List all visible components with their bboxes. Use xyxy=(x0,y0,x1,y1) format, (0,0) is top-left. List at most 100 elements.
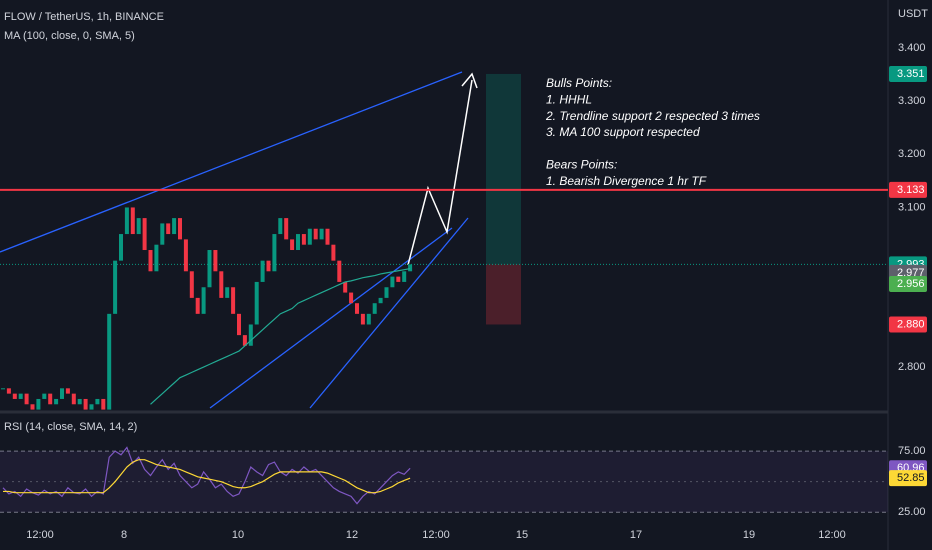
price-tag xyxy=(889,316,927,333)
candle xyxy=(355,303,359,314)
y-tick-label: 3.400 xyxy=(898,42,926,54)
candle xyxy=(77,398,82,405)
candle xyxy=(36,398,41,410)
price-tag xyxy=(889,181,927,198)
candle xyxy=(349,292,354,304)
candle xyxy=(360,313,365,325)
currency-label: USDT xyxy=(898,8,928,20)
x-tick-label: 17 xyxy=(630,529,642,541)
x-tick-label: 12:00 xyxy=(26,529,54,541)
candle xyxy=(396,276,401,282)
price-tag xyxy=(889,65,927,82)
candle xyxy=(178,218,182,240)
rsi-line xyxy=(2,446,411,505)
rsi-tick-label: 25.00 xyxy=(898,506,926,518)
candle xyxy=(254,281,259,325)
candle xyxy=(337,260,342,282)
position-loss xyxy=(486,264,521,325)
candle xyxy=(343,281,348,293)
candle xyxy=(183,239,188,272)
candle xyxy=(89,404,94,410)
candle xyxy=(290,239,295,251)
candle xyxy=(42,393,47,399)
candle xyxy=(166,223,171,235)
y-tick-label: 3.300 xyxy=(898,95,926,107)
indicator-title: MA (100, close, 0, SMA, 5) xyxy=(4,30,135,42)
candle xyxy=(54,398,59,405)
y-tick-label: 2.800 xyxy=(898,361,926,373)
arrow-head xyxy=(461,72,478,89)
candle xyxy=(136,218,141,235)
candle xyxy=(408,264,413,272)
price-tag-label: 2.956 xyxy=(897,278,925,290)
candle xyxy=(189,271,194,298)
candle xyxy=(278,218,283,235)
price-tag-label: 2.977 xyxy=(897,267,925,279)
price-tag xyxy=(889,276,927,293)
candle xyxy=(284,218,289,240)
candle xyxy=(260,260,265,282)
candle xyxy=(101,398,106,410)
candle xyxy=(130,207,135,235)
candle xyxy=(402,271,407,282)
x-tick-label: 19 xyxy=(743,529,755,541)
projection-arrow xyxy=(407,79,473,266)
x-tick-label: 10 xyxy=(232,529,244,541)
price-tag-label: 3.133 xyxy=(897,184,925,196)
candle xyxy=(12,393,17,399)
candle xyxy=(18,393,23,399)
candle xyxy=(242,335,247,346)
candle xyxy=(248,324,253,346)
y-tick-label: 3.100 xyxy=(898,201,926,213)
trendline xyxy=(209,227,453,409)
candle xyxy=(225,287,230,298)
candle xyxy=(384,287,389,298)
candle xyxy=(219,271,224,298)
candle xyxy=(24,393,29,405)
candle xyxy=(48,393,53,405)
candle xyxy=(266,260,271,272)
x-tick-label: 12:00 xyxy=(818,529,846,541)
candle xyxy=(378,297,383,304)
rsi-tick-label: 75.00 xyxy=(898,445,926,457)
ma-line xyxy=(150,268,411,405)
candle xyxy=(231,287,236,314)
candle xyxy=(313,228,318,240)
candle xyxy=(160,223,165,245)
candle xyxy=(83,398,88,410)
candle xyxy=(307,228,312,245)
annotation-line: 2. Trendline support 2 respected 3 times xyxy=(545,109,760,123)
candle xyxy=(319,228,324,240)
candle xyxy=(296,234,300,251)
candle xyxy=(207,250,212,288)
candle xyxy=(60,388,64,399)
x-tick-label: 8 xyxy=(121,529,127,541)
candle xyxy=(154,244,159,272)
price-tag-label: 52.85 xyxy=(897,472,925,484)
candle xyxy=(390,276,395,288)
annotation-line: Bears Points: xyxy=(546,158,617,172)
candle xyxy=(1,388,5,390)
candle xyxy=(301,234,306,245)
candle xyxy=(331,244,336,261)
candle xyxy=(237,313,241,336)
candle xyxy=(272,234,277,272)
trendline xyxy=(0,71,463,253)
position-profit xyxy=(486,73,521,265)
drawing-tools xyxy=(0,71,888,409)
candle xyxy=(6,388,11,394)
candle xyxy=(113,260,118,314)
candle xyxy=(95,398,100,405)
candle xyxy=(325,228,330,245)
candle xyxy=(195,297,200,314)
candle xyxy=(124,207,129,235)
price-tag-label: 2.880 xyxy=(897,318,925,330)
candle xyxy=(213,250,218,272)
candle xyxy=(119,234,123,261)
candle xyxy=(201,287,206,314)
symbol-title: FLOW / TetherUS, 1h, BINANCE xyxy=(4,11,164,23)
candle xyxy=(372,303,377,314)
trendline xyxy=(309,217,469,409)
